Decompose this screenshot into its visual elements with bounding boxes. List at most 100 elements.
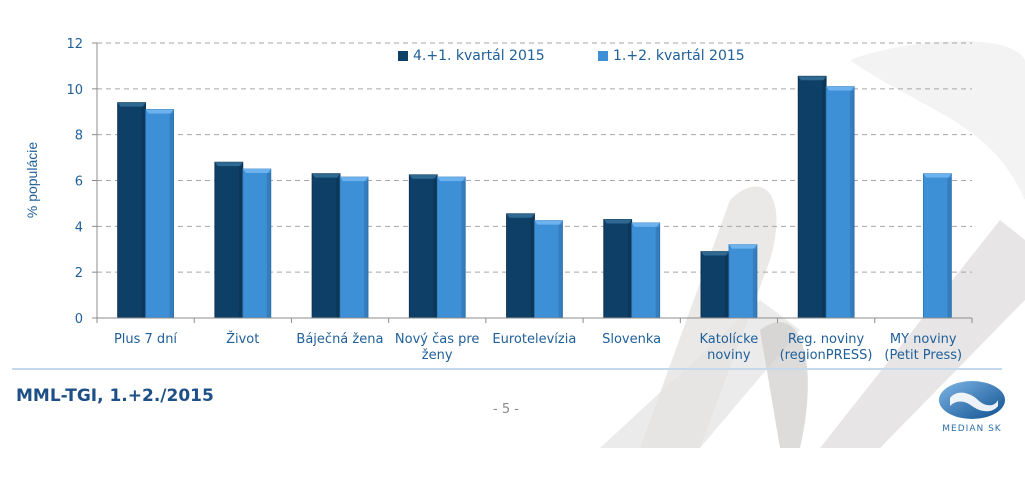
y-tick-label: 4 [75,220,83,235]
bar-rect [242,168,272,319]
bar-rect [631,222,661,319]
bar-bevel [214,162,243,167]
bar-bevel [728,244,757,249]
x-category-label-line: Katolícke [699,332,759,347]
y-tick-label: 10 [66,83,83,98]
bar-series-1 [214,161,244,319]
bar-rect [145,109,175,319]
bar-bevel [700,251,729,256]
page-number: - 5 - [493,402,519,417]
bar-shade [461,181,466,318]
bar-bevel [312,173,341,178]
y-tick-label: 12 [66,37,83,52]
bar-rect [408,174,438,319]
bar-rect [797,75,827,319]
bar-bevel [242,169,271,174]
bar-bevel [145,109,174,114]
bar-shade [558,224,563,318]
bar-shade [655,226,660,318]
x-category-label: MY noviny (Petit Press) [875,332,972,364]
bar-shade [822,80,827,319]
bar-shade [433,178,438,318]
bar-rect [436,176,466,319]
bar-shade [752,248,757,318]
logo-text: MEDIAN SK [942,424,1002,434]
bar-bevel [923,173,952,178]
bar-rect [825,86,855,319]
bar-series-1 [603,219,633,319]
bar-rect [534,220,563,319]
x-category-label-line: ženy [421,348,453,363]
bar-rect [117,102,147,319]
bar-bevel [409,174,438,179]
bar-bevel [798,76,827,81]
bar-series-2 [631,222,661,319]
x-category-label-line: Plus 7 dní [113,332,178,347]
legend-swatch-dark [398,51,408,61]
slide: 0 2 4 6 8 10 12 % populácie 4.+1. kvartál 2015… [12,37,1025,448]
x-category-label-line: (Petit Press) [884,348,963,363]
x-category-label: Katolícke noviny [680,332,777,364]
bar-series-1 [408,174,438,319]
bar-shade [266,173,271,318]
y-tick-label: 2 [75,266,83,281]
bar-shade [724,255,729,318]
x-category-label-line: Nový čas pre [394,332,480,347]
x-category-label-line: Báječná žena [296,332,384,347]
x-category-label-line: (regionPRESS) [779,348,873,363]
x-category-label-line: noviny [707,348,751,363]
bar-rect [700,251,730,319]
x-category-label: Báječná žena [291,332,388,348]
y-tick-label: 6 [75,175,83,190]
bar-bevel [534,220,563,225]
x-category-label: Plus 7 dní [97,332,194,348]
bar-series-1 [797,75,827,319]
legend-label: 1.+2. kvartál 2015 [613,48,745,64]
footer-divider [12,368,1002,370]
bar-bevel [603,219,632,224]
y-axis-label: % populácie [24,141,40,219]
bar-shade [336,177,341,318]
bar-rect [214,161,244,319]
bar-bevel [631,222,660,227]
bar-chart: 0 2 4 6 8 10 12 [66,37,973,327]
bar-bevel [506,213,535,218]
bar-series-2 [922,173,952,319]
bar-series-1 [506,213,535,319]
bar-shade [364,181,369,318]
bar-shade [627,223,632,318]
bar-series-1 [700,251,730,319]
bar-series-2 [145,109,175,319]
legend-label: 4.+1. kvartál 2015 [413,48,545,64]
bar-shade [169,113,174,318]
footer-source: MML-TGI, 1.+2./2015 [16,386,214,406]
bar-series-2 [339,176,369,319]
bar-series-2 [825,86,855,319]
bar-series-1 [117,102,147,319]
bar-rect [922,173,952,319]
bar-rect [311,173,341,319]
x-category-label-line: Slovenka [602,332,662,347]
bar-shade [850,90,855,319]
x-category-label: Eurotelevízia [486,332,583,348]
bar-rect [339,176,369,319]
x-category-label-line: Eurotelevízia [492,332,577,347]
x-category-label-line: Reg. noviny [787,332,865,347]
y-tick-label: 0 [75,312,83,327]
x-category-label-line: Život [226,332,260,347]
x-category-label: Život [194,332,291,348]
bar-rect [603,219,633,319]
x-category-label: Nový čas pre ženy [389,332,486,364]
bar-series-2 [728,244,758,319]
bar-shade [530,217,535,318]
x-category-label: Slovenka [583,332,680,348]
bar-rect [506,213,535,319]
bar-bevel [826,86,855,91]
bar-series-2 [242,168,272,319]
x-category-label: Reg. noviny (regionPRESS) [778,332,875,364]
legend-item-series-2: 1.+2. kvartál 2015 [598,48,745,64]
bar-shade [947,177,952,318]
logo-icon [939,381,1005,419]
bar-shade [238,166,243,318]
bar-bevel [340,177,369,182]
